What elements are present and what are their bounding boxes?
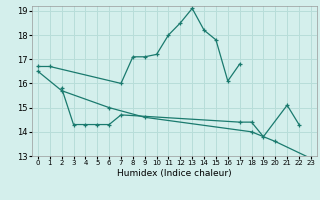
X-axis label: Humidex (Indice chaleur): Humidex (Indice chaleur) bbox=[117, 169, 232, 178]
